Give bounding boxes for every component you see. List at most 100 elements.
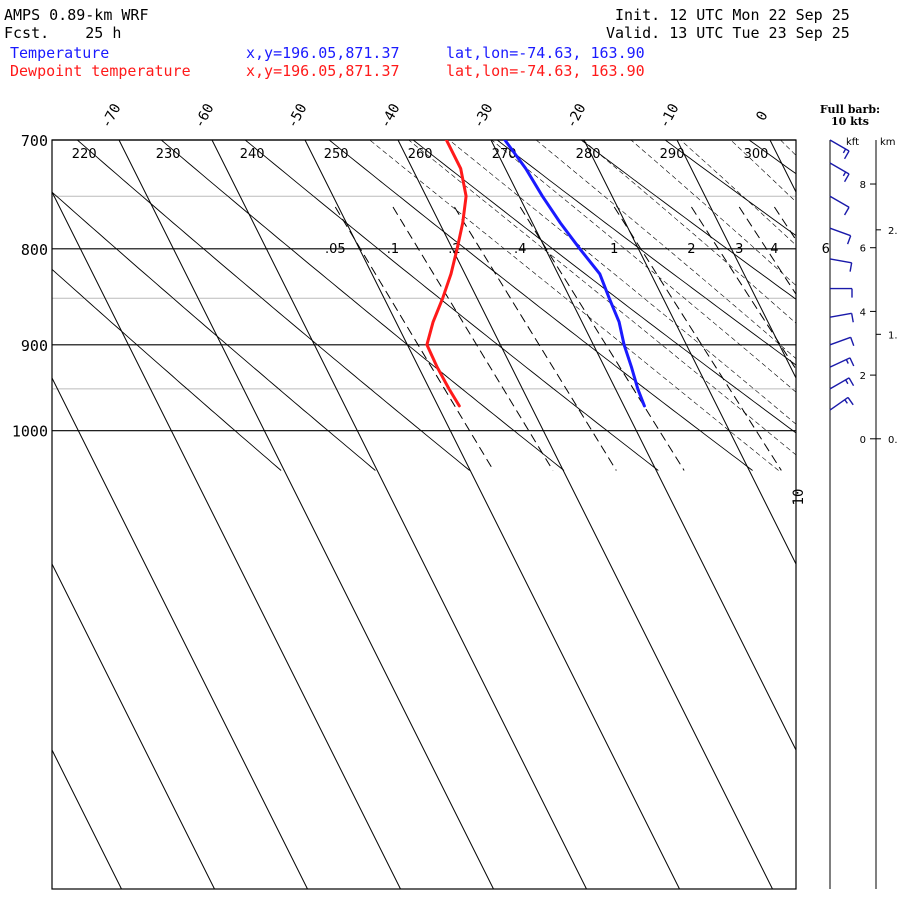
moist-adiabat [491,140,796,393]
moist-adiabat [680,140,796,246]
isotherm [583,140,796,566]
legend-dewpoint-label: Dewpoint temperature [10,62,191,80]
model-title: AMPS 0.89-km WRF [4,6,149,24]
isotherm [118,140,494,889]
init-time: Init. 12 UTC Mon 22 Sep 25 [615,6,850,24]
wind-barb-staff [829,312,852,318]
isotherm [490,140,796,752]
wind-barb [829,357,855,368]
kft-tick-label: 2 [860,371,866,382]
valid-label: Valid. [606,24,661,42]
isotherm [676,140,796,380]
kft-tick-label: 0 [860,435,866,446]
pressure-tick-label: 700 [21,132,48,150]
plot-frame [51,139,797,890]
wind-barb-flag [846,235,852,245]
isotherm-label: -30 [470,101,496,131]
pressure-tick-label: 900 [21,337,48,355]
dry-adiabat [76,140,470,471]
dry-adiabat [748,80,900,471]
dry-adiabat [328,140,753,471]
legend-temperature-xy: x,y=196.05,871.37 [246,44,400,62]
wind-barb-staff [829,258,852,264]
legend-dewpoint-xy: x,y=196.05,871.37 [246,62,400,80]
dry-adiabat-label: 280 [576,147,601,162]
isotherm-label: -60 [191,101,217,131]
wind-barb-half-flag [842,171,847,177]
km-tick-label: 2. [888,226,898,237]
wind-barb-flag [850,337,855,346]
wind-barb-flag [843,173,850,183]
moist-adiabat [408,140,796,456]
wind-barb-flag [848,377,855,387]
dry-adiabat [52,268,282,471]
wind-barb-staff [829,396,849,411]
isotherm-label: -10 [656,101,682,131]
mixing-ratio-label: .4 [514,242,526,257]
fcst-value: 25 h [85,24,122,42]
isotherm [843,100,900,889]
dry-adiabat-label: 260 [408,147,433,162]
dry-adiabat-label: 300 [744,147,769,162]
km-label: km [880,137,896,148]
km-tick-label: 0. [888,435,898,446]
wind-barb-staff [829,377,850,390]
barb-legend-line2: 10 kts [830,115,870,128]
mixing-ratio-label: 6 [822,242,830,257]
wind-barb-half-flag [844,399,848,404]
dry-adiabat [160,140,565,471]
kft-tick-label: 6 [860,244,866,255]
dry-adiabat [412,140,796,434]
wind-barb-staff [829,162,850,175]
dry-adiabat-label: 220 [72,147,97,162]
pressure-tick-label: 800 [21,241,48,259]
isotherm [397,140,773,889]
moist-adiabat [582,140,796,324]
wind-barb-staff [829,336,851,346]
isotherm [304,140,680,889]
pressure-tick-label: 1000 [12,423,48,441]
legend-temperature-latlon: lat,lon=-74.63, 163.90 [446,44,645,62]
kft-label: kft [846,137,859,148]
wind-barb-staff [829,139,850,152]
mixing-ratio-line [519,206,685,471]
mixing-ratio-label: 4 [770,242,778,257]
valid-value: 13 UTC Tue 23 Sep 25 [669,24,850,42]
dewpoint-profile [425,140,468,408]
moist-adiabat [780,140,796,156]
dry-adiabat [496,140,796,366]
wind-barb-flag [850,313,854,323]
wind-barb-flag [843,150,850,160]
mixing-ratio-line [691,206,796,371]
wind-barb-staff [829,195,850,208]
isotherm-label: -50 [284,101,310,131]
kft-tick-label: 4 [860,307,866,318]
isotherm [52,562,215,889]
wind-barb [829,396,854,411]
init-label: Init. [615,6,661,24]
dry-adiabat-label: 270 [492,147,517,162]
dry-adiabat [52,191,376,471]
wind-barb [829,195,850,216]
wind-barb [829,312,854,323]
mixing-ratio-line [454,206,617,471]
moist-adiabat [369,140,779,471]
isotherm [52,190,401,889]
wind-barb-flag [849,262,853,272]
barb-legend: Full barb: 10 kts [812,104,888,128]
wind-barb [829,227,852,245]
wind-barb [829,139,850,160]
dry-adiabat [244,140,659,471]
wind-barb-flag [849,357,855,367]
mixing-ratio-line [613,206,782,471]
dry-adiabat [748,140,796,175]
wind-barb-flag [847,397,854,406]
isotherm [211,140,587,889]
mixing-ratio-label: .05 [325,242,346,257]
legend-dewpoint-latlon: lat,lon=-74.63, 163.90 [446,62,645,80]
wind-barb [829,162,850,183]
dry-adiabat-label: 250 [324,147,349,162]
barb-legend-line1: Full barb: [819,103,881,116]
isotherm-label: 10 [791,489,807,506]
